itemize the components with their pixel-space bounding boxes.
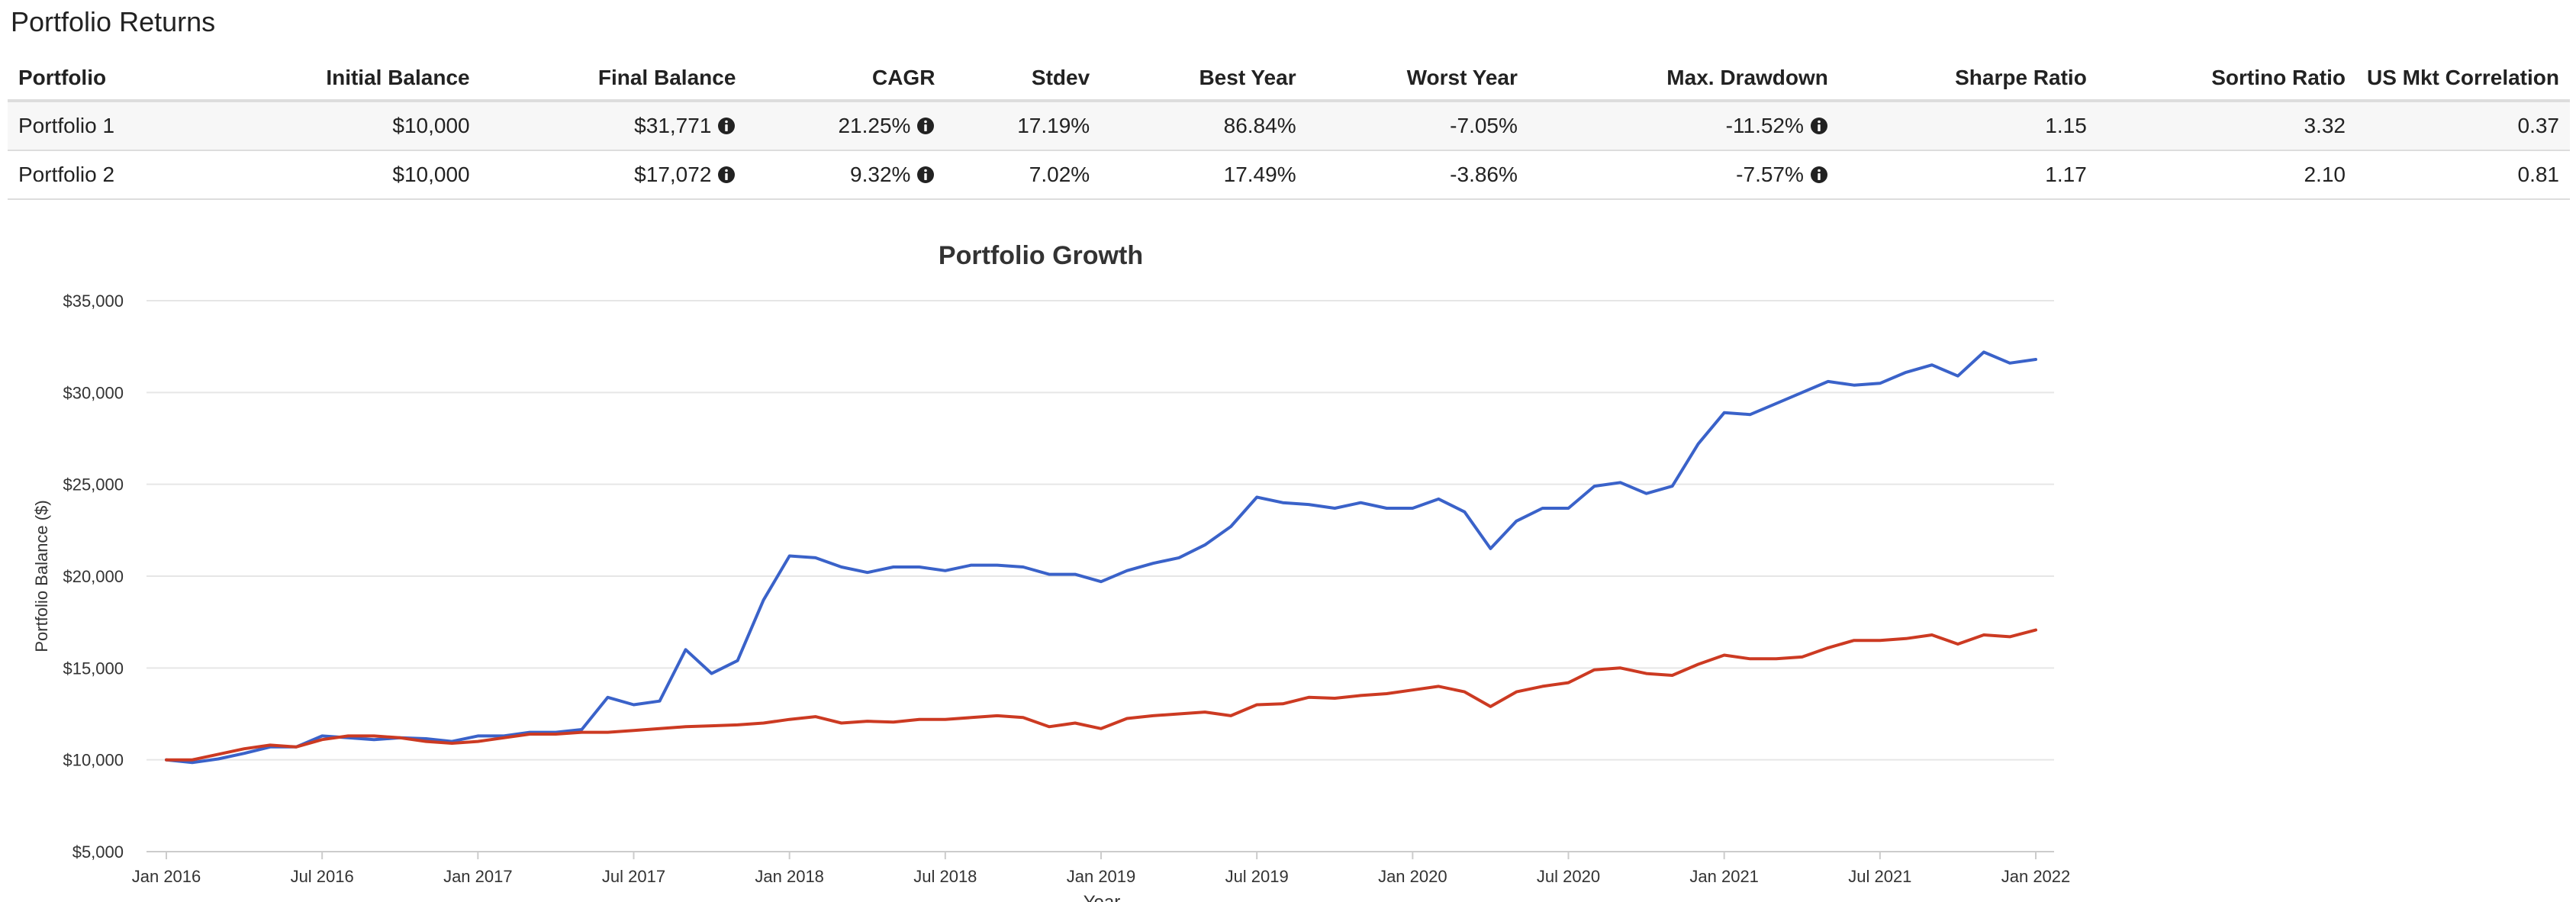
x-tick-label: Jul 2016 [291,867,354,886]
portfolio-growth-chart: Portfolio Growth $5,000 $10,000 $15,000 $20… [32,241,2071,902]
x-tick-label: Jul 2018 [913,867,977,886]
column-header-cagr[interactable]: CAGR [746,56,946,102]
y-tick-label: $35,000 [63,292,124,311]
cell-us-mkt-correlation: 0.37 [2355,101,2570,151]
cell-worst-year: -3.86% [1306,150,1528,200]
cell-cagr: 21.25% [746,101,946,151]
cell-stdev: 7.02% [945,150,1101,200]
column-header-sharpe-ratio[interactable]: Sharpe Ratio [1838,56,2098,102]
cell-portfolio: Portfolio 2 [8,150,243,200]
grid-lines [147,300,2054,852]
cell-stdev: 17.19% [945,101,1101,151]
cell-best-year: 17.49% [1100,150,1307,200]
column-header-sortino-ratio[interactable]: Sortino Ratio [2097,56,2356,102]
y-tick-label: $15,000 [63,659,124,678]
series-line-2 [165,628,2037,762]
cell-cagr-value: 21.25% [838,114,911,137]
column-header-stdev[interactable]: Stdev [945,56,1101,102]
column-header-initial-balance[interactable]: Initial Balance [242,56,481,102]
cell-cagr: 9.32% [746,150,946,200]
y-tick-label: $10,000 [63,751,124,770]
series-line-1 [165,350,2037,765]
cell-final-balance-value: $17,072 [634,163,712,186]
y-axis-label: Portfolio Balance ($) [32,500,51,652]
portfolio-returns-table: Portfolio Initial Balance Final Balance … [8,56,2570,200]
cell-cagr-value: 9.32% [850,163,911,186]
x-axis-label: Year [1084,892,1121,902]
table-header-row: Portfolio Initial Balance Final Balance … [8,56,2570,102]
page-title: Portfolio Returns [11,6,216,37]
x-tick-label: Jul 2020 [1537,867,1600,886]
cell-us-mkt-correlation: 0.81 [2355,150,2570,200]
x-tick-label: Jan 2022 [2001,867,2071,886]
info-circle-icon[interactable] [916,117,935,135]
x-tick-label: Jan 2016 [132,867,201,886]
info-circle-icon[interactable] [1810,166,1828,184]
cell-best-year: 86.84% [1100,101,1307,151]
cell-sortino-ratio: 3.32 [2097,101,2356,151]
x-tick-label: Jan 2018 [755,867,824,886]
x-tick-label: Jan 2017 [443,867,513,886]
x-tick-label: Jan 2021 [1689,867,1759,886]
x-tick-label: Jul 2021 [1848,867,1911,886]
y-tick-label: $20,000 [63,567,124,586]
chart-title: Portfolio Growth [939,241,1143,270]
column-header-final-balance[interactable]: Final Balance [480,56,747,102]
cell-sharpe-ratio: 1.17 [1838,150,2098,200]
info-circle-icon[interactable] [717,117,736,135]
cell-sortino-ratio: 2.10 [2097,150,2356,200]
cell-max-drawdown: -7.57% [1528,150,1839,200]
y-tick-label: $30,000 [63,383,124,402]
column-header-us-mkt-correlation[interactable]: US Mkt Correlation [2355,56,2570,102]
y-axis-ticks: $5,000 $10,000 $15,000 $20,000 $25,000 $30,00… [63,292,124,862]
cell-final-balance: $31,771 [480,101,747,151]
x-tick-label: Jul 2017 [602,867,665,886]
info-circle-icon[interactable] [717,166,736,184]
y-tick-label: $25,000 [63,475,124,494]
cell-sharpe-ratio: 1.15 [1838,101,2098,151]
info-circle-icon[interactable] [916,166,935,184]
cell-max-drawdown: -11.52% [1528,101,1839,151]
cell-portfolio: Portfolio 1 [8,101,243,151]
series-lines [165,350,2037,765]
column-header-best-year[interactable]: Best Year [1100,56,1307,102]
info-circle-icon[interactable] [1810,117,1828,135]
table-row: Portfolio 2 $10,000 $17,072 9.32% 7.02% … [8,150,2570,200]
cell-max-drawdown-value: -11.52% [1725,114,1804,137]
x-tick-label: Jul 2019 [1225,867,1289,886]
cell-final-balance-value: $31,771 [634,114,712,137]
x-tick-label: Jan 2020 [1378,867,1447,886]
column-header-portfolio[interactable]: Portfolio [8,56,243,102]
x-tick-label: Jan 2019 [1067,867,1136,886]
cell-initial-balance: $10,000 [242,101,481,151]
cell-max-drawdown-value: -7.57% [1736,163,1804,186]
cell-initial-balance: $10,000 [242,150,481,200]
cell-worst-year: -7.05% [1306,101,1528,151]
cell-final-balance: $17,072 [480,150,747,200]
table-row: Portfolio 1 $10,000 $31,771 21.25% 17.19… [8,101,2570,151]
column-header-worst-year[interactable]: Worst Year [1306,56,1528,102]
column-header-max-drawdown[interactable]: Max. Drawdown [1528,56,1839,102]
x-axis-ticks: Jan 2016 Jul 2016 Jan 2017 Jul 2017 Jan 2018… [132,852,2071,886]
y-tick-label: $5,000 [72,842,124,862]
